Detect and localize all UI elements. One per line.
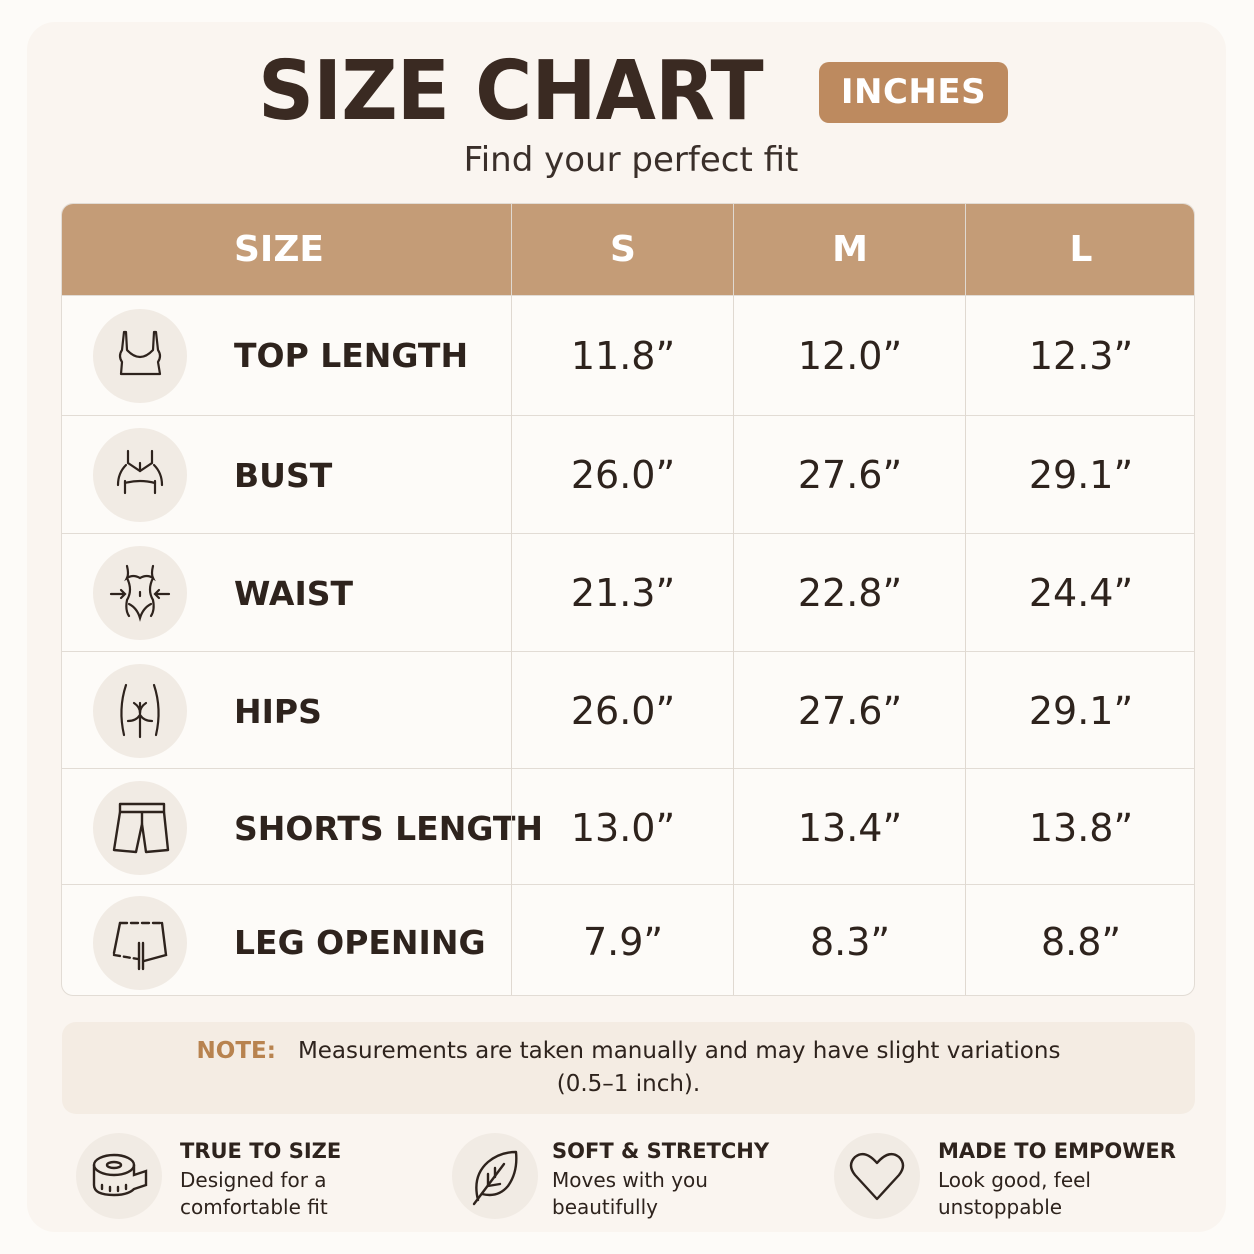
cell-m: 13.4” (797, 806, 903, 850)
cell-m: 27.6” (797, 689, 903, 733)
leaf-icon (452, 1133, 538, 1219)
waist-icon (93, 546, 187, 640)
feature-made-to-empower: MADE TO EMPOWER Look good, feel unstoppa… (834, 1133, 1194, 1223)
table-row: SHORTS LENGTH 13.0” 13.4” 13.8” (62, 768, 1194, 884)
cell-l: 12.3” (1028, 334, 1134, 378)
feature-description-line: Moves with you (552, 1168, 708, 1192)
feature-description: Designed for a comfortable fit (180, 1167, 328, 1221)
cell-s: 21.3” (570, 571, 676, 615)
bust-icon (93, 428, 187, 522)
feature-description-line: Designed for a (180, 1168, 327, 1192)
feature-description: Look good, feel unstoppable (938, 1167, 1091, 1221)
feature-title: MADE TO EMPOWER (938, 1139, 1176, 1163)
cell-s: 7.9” (582, 920, 664, 964)
table-row: BUST 26.0” 27.6” 29.1” (62, 415, 1194, 533)
cell-l: 29.1” (1028, 453, 1134, 497)
feature-true-to-size: TRUE TO SIZE Designed for a comfortable … (76, 1133, 396, 1223)
cell-l: 13.8” (1028, 806, 1134, 850)
cell-m: 8.3” (809, 920, 891, 964)
column-header-s: S (610, 229, 636, 270)
note-text: Measurements are taken manually and may … (297, 1038, 1061, 1064)
column-divider (733, 204, 734, 995)
table-row: WAIST 21.3” 22.8” 24.4” (62, 533, 1194, 651)
cell-l: 29.1” (1028, 689, 1134, 733)
shorts-icon (93, 781, 187, 875)
cell-m: 22.8” (797, 571, 903, 615)
column-divider (965, 204, 966, 995)
cell-l: 8.8” (1040, 920, 1122, 964)
page-title: SIZE CHART (258, 44, 764, 139)
feature-description-line: beautifully (552, 1195, 658, 1219)
row-label: HIPS (234, 692, 322, 731)
row-label: BUST (234, 456, 333, 495)
cell-s: 26.0” (570, 453, 676, 497)
column-header-m: M (832, 229, 868, 270)
note-box: NOTE: Measurements are taken manually and… (62, 1022, 1195, 1114)
row-label: TOP LENGTH (234, 336, 469, 375)
column-divider (511, 204, 512, 995)
tape-measure-icon (76, 1133, 162, 1219)
cell-l: 24.4” (1028, 571, 1134, 615)
note-line-2: (0.5–1 inch). (556, 1071, 701, 1097)
cell-m: 27.6” (797, 453, 903, 497)
sports-bra-icon (93, 309, 187, 403)
feature-description: Moves with you beautifully (552, 1167, 708, 1221)
table-row: HIPS 26.0” 27.6” 29.1” (62, 651, 1194, 768)
row-label: WAIST (234, 574, 354, 613)
row-label: SHORTS LENGTH (234, 809, 543, 848)
hips-icon (93, 664, 187, 758)
column-header-l: L (1069, 229, 1093, 270)
cell-m: 12.0” (797, 334, 903, 378)
leg-opening-icon (93, 896, 187, 990)
unit-badge: INCHES (819, 62, 1008, 123)
note-line-1: NOTE: Measurements are taken manually and… (62, 1036, 1195, 1066)
cell-s: 26.0” (570, 689, 676, 733)
cell-s: 13.0” (570, 806, 676, 850)
feature-description-line: unstoppable (938, 1195, 1063, 1219)
note-label: NOTE: (196, 1038, 276, 1064)
row-label: LEG OPENING (234, 923, 486, 962)
size-table: SIZE S M L TOP LENGTH 11.8” 12.0” 12.3” (61, 203, 1195, 996)
table-row: LEG OPENING 7.9” 8.3” 8.8” (62, 884, 1194, 995)
column-header-size: SIZE (234, 229, 325, 270)
subtitle: Find your perfect fit (463, 140, 799, 180)
feature-soft-stretchy: SOFT & STRETCHY Moves with you beautiful… (452, 1133, 772, 1223)
feature-title: SOFT & STRETCHY (552, 1139, 770, 1163)
table-row: TOP LENGTH 11.8” 12.0” 12.3” (62, 295, 1194, 415)
feature-description-line: Look good, feel (938, 1168, 1091, 1192)
feature-title: TRUE TO SIZE (180, 1139, 342, 1163)
cell-s: 11.8” (570, 334, 676, 378)
feature-description-line: comfortable fit (180, 1195, 328, 1219)
heart-icon (834, 1133, 920, 1219)
table-header: SIZE S M L (62, 204, 1194, 295)
